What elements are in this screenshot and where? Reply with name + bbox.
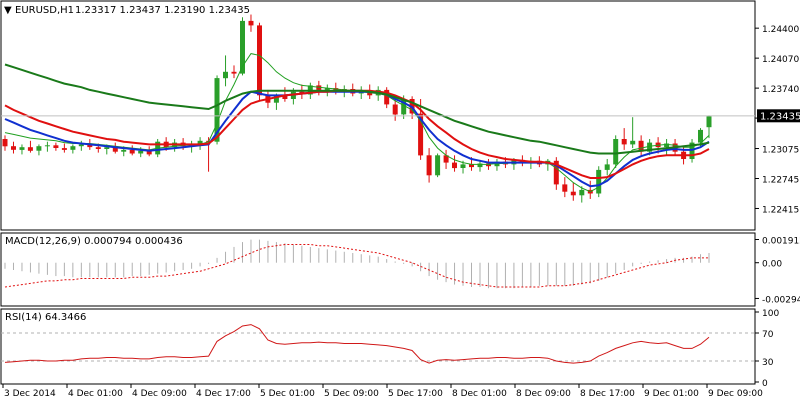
candle-body xyxy=(579,189,585,196)
candle-body xyxy=(698,129,703,143)
candle-body xyxy=(613,139,619,165)
candle-body xyxy=(435,155,441,176)
candle-body xyxy=(630,140,636,145)
candle-body xyxy=(282,95,288,99)
candle-body xyxy=(146,150,152,155)
time-axis-label: 4 Dec 01:00 xyxy=(68,389,123,399)
candle-body xyxy=(95,147,101,149)
macd-axis-label: 0.001912 xyxy=(762,237,800,247)
rsi-label: RSI(14) 64.3466 xyxy=(5,312,86,323)
time-axis-label: 4 Dec 17:00 xyxy=(196,389,251,399)
price-axis-label: 1.24070 xyxy=(762,55,799,65)
candle-body xyxy=(104,147,110,149)
time-axis-label: 9 Dec 01:00 xyxy=(644,389,699,399)
macd-label: MACD(12,26,9) 0.000794 0.000436 xyxy=(5,236,183,247)
macd-signal-line xyxy=(4,244,709,288)
macd-signal-path xyxy=(4,244,709,288)
rsi-axis-label: 70 xyxy=(762,330,774,340)
time-axis-label: 5 Dec 01:00 xyxy=(260,389,315,399)
candle-body xyxy=(121,149,127,152)
candle-body xyxy=(469,164,474,168)
candle-body xyxy=(460,164,466,168)
candle-body xyxy=(384,89,390,105)
price-axis-label: 1.23740 xyxy=(762,85,799,95)
macd-axis-label: -0.002943 xyxy=(762,296,800,306)
rsi-axis-label: 30 xyxy=(762,358,774,368)
time-axis-label: 3 Dec 2014 xyxy=(4,389,56,399)
macd-axis-label: 0.00 xyxy=(762,260,782,270)
rsi-axis-label: 100 xyxy=(762,309,779,319)
rsi-line xyxy=(4,324,710,364)
macd-axis: 0.001912 0.00 -0.002943 xyxy=(755,237,800,306)
last-price-tag xyxy=(757,109,800,123)
candle-body xyxy=(392,104,398,115)
candle-body xyxy=(27,147,33,151)
time-axis-label: 8 Dec 09:00 xyxy=(516,389,571,399)
candle-body xyxy=(324,88,330,90)
candle-body xyxy=(647,142,653,152)
candle-body xyxy=(664,143,670,148)
candle-body xyxy=(604,164,610,170)
candle-body xyxy=(36,146,42,151)
candle-body xyxy=(426,155,432,176)
time-axis: 3 Dec 2014 4 Dec 01:00 4 Dec 09:00 4 Dec 17… xyxy=(2,384,763,399)
candle-body xyxy=(570,191,576,196)
price-axis-label: 1.24400 xyxy=(762,25,799,35)
candle-body xyxy=(214,78,220,142)
candle-body xyxy=(87,144,93,148)
time-axis-label: 8 Dec 17:00 xyxy=(580,389,635,399)
price-axis-label: 1.22415 xyxy=(762,206,799,216)
candle-body xyxy=(240,20,245,74)
candle-body xyxy=(706,116,712,128)
candle-body xyxy=(638,140,644,152)
candle-body xyxy=(257,25,262,96)
time-axis-label: 4 Dec 09:00 xyxy=(132,389,187,399)
time-axis-label: 8 Dec 01:00 xyxy=(452,389,507,399)
candle-body xyxy=(231,71,237,74)
time-axis-label: 9 Dec 09:00 xyxy=(708,389,763,399)
time-axis-label: 5 Dec 17:00 xyxy=(388,389,443,399)
collapse-arrow-icon[interactable]: ▼ xyxy=(4,5,12,16)
last-price-value: 1.23435 xyxy=(760,111,800,122)
candle-body xyxy=(273,95,279,103)
candle-body xyxy=(596,169,602,194)
candle-body xyxy=(53,145,59,148)
quote-label: 1.23317 1.23437 1.23190 1.23435 xyxy=(75,5,250,16)
candle-body xyxy=(197,140,203,145)
moving-average-lines xyxy=(4,53,710,193)
candle-body xyxy=(223,71,228,79)
time-axis-label: 5 Dec 09:00 xyxy=(324,389,379,399)
candle-body xyxy=(443,155,449,163)
moving-average-slow xyxy=(4,63,710,155)
candle-body xyxy=(70,146,76,150)
candle-body xyxy=(248,20,254,26)
candle-body xyxy=(11,146,16,150)
rsi-axis: 100 70 30 0 xyxy=(755,309,779,389)
candle-body xyxy=(452,162,457,169)
rsi-pane-frame xyxy=(0,308,756,385)
macd-pane-frame xyxy=(0,232,756,307)
candle-body xyxy=(19,147,25,150)
rsi-axis-label: 0 xyxy=(762,379,768,389)
candle-body xyxy=(138,150,144,154)
candle-body xyxy=(401,99,407,115)
candle-body xyxy=(553,160,559,185)
candle-body xyxy=(61,148,67,150)
candle-body xyxy=(112,147,118,152)
price-axis-label: 1.23075 xyxy=(762,146,799,156)
macd-histogram xyxy=(4,239,710,289)
candle-body xyxy=(44,145,50,147)
price-axis-label: 1.22745 xyxy=(762,176,799,186)
rsi-path xyxy=(4,324,710,364)
candle-body xyxy=(2,139,8,147)
candle-body xyxy=(562,184,568,192)
symbol-label: EURUSD,H1 xyxy=(15,5,74,16)
candle-body xyxy=(477,163,483,168)
candle-body xyxy=(78,144,84,147)
candle-body xyxy=(621,139,627,145)
candle-body xyxy=(418,113,424,156)
candle-body xyxy=(129,149,135,154)
